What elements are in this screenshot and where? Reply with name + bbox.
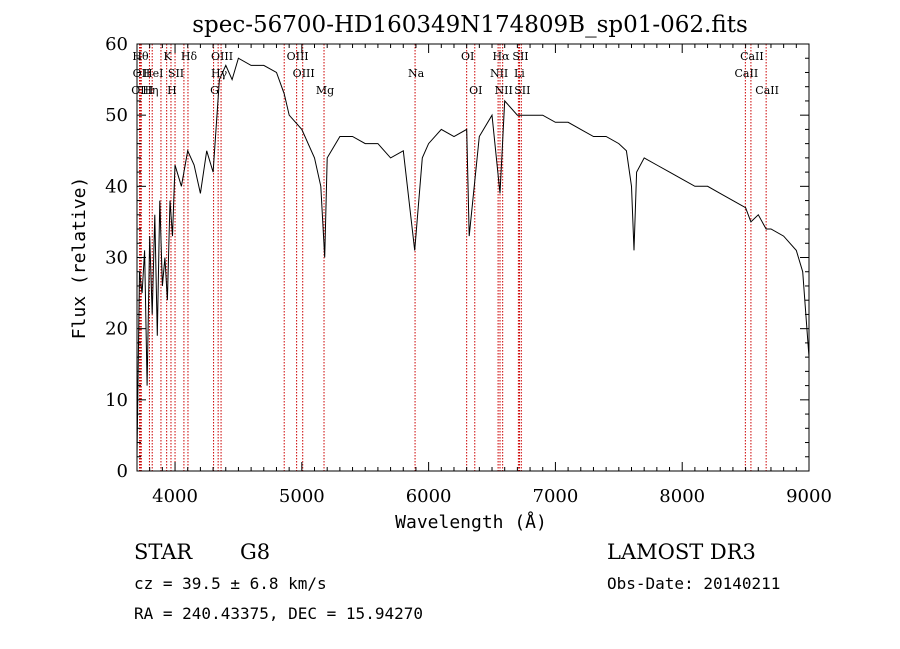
y-tick-label: 30 — [105, 248, 128, 269]
line-label: Li — [514, 67, 525, 80]
line-label: SII — [512, 50, 528, 63]
y-tick-label: 60 — [105, 34, 128, 55]
line-label: OIII — [287, 50, 309, 63]
survey-name: LAMOST DR3 — [607, 540, 756, 564]
obs-date: Obs-Date: 20140211 — [607, 574, 780, 593]
x-tick-label: 9000 — [786, 486, 832, 507]
line-label: Na — [408, 67, 425, 80]
x-tick-label: 5000 — [279, 486, 325, 507]
x-axis-label: Wavelength (Å) — [395, 511, 547, 533]
y-tick-label: 50 — [105, 105, 128, 126]
line-label: Hδ — [181, 50, 198, 63]
x-axis: 4000 5000 6000 7000 8000 9000 — [136, 44, 832, 507]
y-tick-label: 20 — [105, 319, 128, 340]
y-tick-label: 10 — [105, 390, 128, 411]
x-tick-label: 8000 — [659, 486, 705, 507]
line-label: NII — [490, 67, 508, 80]
line-label: NII — [495, 84, 513, 97]
line-label: CaII — [755, 84, 779, 97]
line-label: K — [164, 50, 173, 63]
x-tick-label: 4000 — [152, 486, 198, 507]
line-label: SII — [168, 67, 184, 80]
line-label: OI — [461, 50, 474, 63]
line-label: OIII — [293, 67, 315, 80]
line-label: HeI — [143, 67, 163, 80]
coordinates: RA = 240.43375, DEC = 15.94270 — [134, 604, 423, 623]
x-tick-label: 7000 — [533, 486, 579, 507]
line-label: G — [210, 84, 219, 97]
line-label: H — [167, 84, 177, 97]
spectrum-line — [136, 57, 810, 457]
line-label: Hη — [142, 84, 158, 97]
x-tick-label: 6000 — [406, 486, 452, 507]
chart-title: spec-56700-HD160349N174809B_sp01-062.fit… — [192, 12, 748, 38]
line-label: Hγ — [211, 67, 228, 80]
redshift-cz: cz = 39.5 ± 6.8 km/s — [134, 574, 327, 593]
line-label: CaII — [735, 67, 759, 80]
line-label: Mg — [316, 84, 334, 97]
y-axis-label: Flux (relative) — [69, 177, 90, 340]
line-label: SII — [514, 84, 530, 97]
object-subclass: G8 — [240, 540, 270, 564]
line-label: CaII — [740, 50, 764, 63]
line-markers — [139, 44, 767, 471]
line-label: Hα — [492, 50, 510, 63]
object-class: STAR — [134, 540, 193, 564]
y-tick-label: 40 — [105, 176, 128, 197]
plot-frame — [136, 43, 810, 472]
y-tick-label: 0 — [117, 461, 128, 482]
y-axis: 0 10 20 30 40 50 60 — [105, 34, 809, 482]
line-label: OIII — [211, 50, 233, 63]
line-label: OI — [469, 84, 482, 97]
line-label: Hθ — [132, 50, 149, 63]
